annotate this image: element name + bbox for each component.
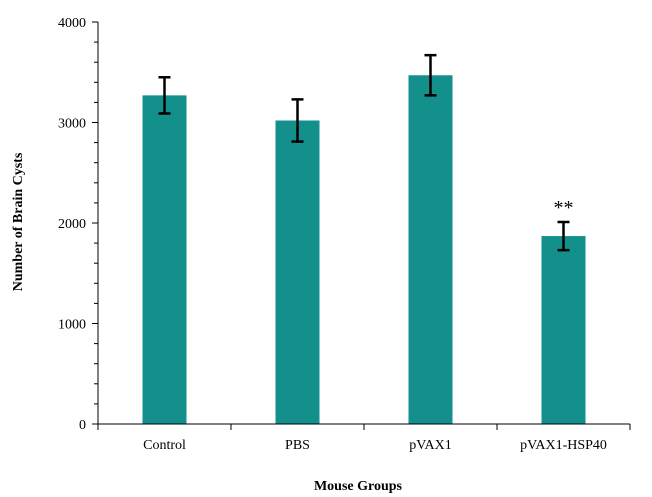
y-tick-label: 1000 (58, 318, 86, 333)
y-axis: 0 1000 2000 3000 4000 (58, 16, 99, 433)
y-tick-label: 0 (79, 418, 86, 433)
x-axis-title: Mouse Groups (314, 479, 403, 494)
bar (541, 236, 586, 424)
plot-area: ** (142, 53, 586, 425)
bar (275, 120, 320, 425)
x-axis: Control PBS pVAX1 pVAX1-HSP40 (97, 423, 631, 453)
y-tick-label: 2000 (58, 217, 86, 232)
y-tick-label: 4000 (58, 16, 86, 31)
significance-annotation: ** (554, 197, 574, 219)
x-tick-label: PBS (285, 438, 310, 453)
x-tick-label: pVAX1-HSP40 (520, 438, 607, 453)
y-tick-label: 3000 (58, 117, 86, 132)
bar (408, 75, 453, 424)
x-tick-label: Control (143, 438, 186, 453)
bar (142, 95, 187, 425)
y-axis-title: Number of Brain Cysts (11, 152, 26, 291)
x-tick-label: pVAX1 (409, 438, 452, 453)
